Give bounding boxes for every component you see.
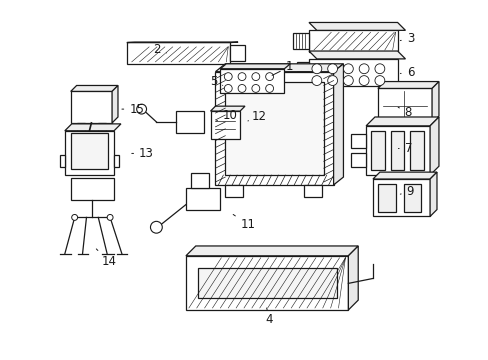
Bar bbox=[98, 123, 106, 131]
Bar bbox=[409, 131, 423, 170]
Bar bbox=[176, 111, 203, 133]
Bar bbox=[77, 123, 84, 131]
Bar bbox=[372, 179, 429, 216]
Circle shape bbox=[343, 64, 352, 74]
Text: 11: 11 bbox=[233, 215, 255, 231]
Circle shape bbox=[251, 85, 259, 93]
Text: 1: 1 bbox=[271, 60, 292, 75]
Bar bbox=[71, 178, 114, 200]
Text: 3: 3 bbox=[400, 32, 413, 45]
Bar bbox=[71, 91, 112, 123]
Circle shape bbox=[224, 85, 232, 93]
Circle shape bbox=[238, 73, 245, 81]
Circle shape bbox=[72, 215, 78, 220]
Polygon shape bbox=[215, 64, 343, 72]
Bar bbox=[350, 153, 366, 167]
Circle shape bbox=[265, 73, 273, 81]
Bar bbox=[308, 59, 397, 86]
Text: 15: 15 bbox=[122, 103, 144, 116]
Bar bbox=[350, 134, 366, 148]
Circle shape bbox=[327, 64, 337, 74]
Circle shape bbox=[224, 73, 232, 81]
Text: 5: 5 bbox=[209, 75, 222, 88]
Polygon shape bbox=[71, 85, 118, 91]
Polygon shape bbox=[220, 64, 290, 69]
Text: 8: 8 bbox=[397, 105, 411, 118]
Bar bbox=[185, 188, 220, 210]
Bar bbox=[403, 184, 420, 212]
Bar bbox=[126, 42, 230, 64]
Text: 12: 12 bbox=[247, 111, 266, 123]
Bar bbox=[60, 156, 65, 167]
Polygon shape bbox=[65, 124, 121, 131]
Circle shape bbox=[150, 221, 162, 233]
Circle shape bbox=[359, 76, 368, 85]
Polygon shape bbox=[185, 246, 358, 256]
Bar bbox=[304, 185, 321, 197]
Bar bbox=[225, 82, 323, 175]
Bar bbox=[390, 131, 404, 170]
Circle shape bbox=[265, 85, 273, 93]
Text: 10: 10 bbox=[216, 108, 237, 122]
Bar bbox=[225, 185, 243, 197]
Bar bbox=[308, 30, 397, 52]
Bar bbox=[370, 131, 384, 170]
Bar bbox=[377, 89, 431, 123]
Polygon shape bbox=[112, 85, 118, 123]
Polygon shape bbox=[308, 51, 405, 59]
Polygon shape bbox=[429, 172, 436, 216]
Circle shape bbox=[374, 76, 384, 85]
Polygon shape bbox=[347, 246, 358, 310]
Polygon shape bbox=[429, 117, 438, 175]
Text: 9: 9 bbox=[400, 185, 413, 198]
Bar bbox=[377, 184, 395, 212]
Text: 2: 2 bbox=[153, 42, 166, 55]
Circle shape bbox=[311, 76, 321, 85]
Bar bbox=[366, 126, 429, 175]
Circle shape bbox=[238, 85, 245, 93]
Bar bbox=[210, 111, 240, 139]
Text: 7: 7 bbox=[398, 142, 411, 155]
Bar bbox=[185, 256, 347, 310]
Text: 14: 14 bbox=[96, 249, 116, 268]
Polygon shape bbox=[377, 82, 438, 89]
Polygon shape bbox=[366, 117, 438, 126]
Bar bbox=[114, 156, 119, 167]
Text: 6: 6 bbox=[400, 66, 413, 79]
Circle shape bbox=[359, 64, 368, 74]
Polygon shape bbox=[431, 82, 438, 123]
Bar bbox=[65, 131, 114, 175]
Bar bbox=[293, 33, 308, 49]
Bar bbox=[71, 133, 108, 169]
Bar bbox=[220, 69, 284, 93]
Circle shape bbox=[327, 76, 337, 85]
Bar bbox=[215, 72, 333, 185]
Bar bbox=[297, 74, 308, 82]
Bar bbox=[297, 62, 308, 71]
Circle shape bbox=[107, 215, 113, 220]
Polygon shape bbox=[372, 172, 436, 179]
Text: 13: 13 bbox=[131, 147, 154, 160]
Bar bbox=[230, 45, 244, 61]
Polygon shape bbox=[308, 22, 405, 30]
Bar bbox=[190, 173, 208, 188]
Bar bbox=[197, 267, 336, 298]
Polygon shape bbox=[333, 64, 343, 185]
Circle shape bbox=[137, 104, 146, 114]
Circle shape bbox=[251, 73, 259, 81]
Circle shape bbox=[343, 76, 352, 85]
Text: 4: 4 bbox=[265, 308, 273, 326]
Polygon shape bbox=[210, 106, 244, 111]
Circle shape bbox=[311, 64, 321, 74]
Circle shape bbox=[374, 64, 384, 74]
